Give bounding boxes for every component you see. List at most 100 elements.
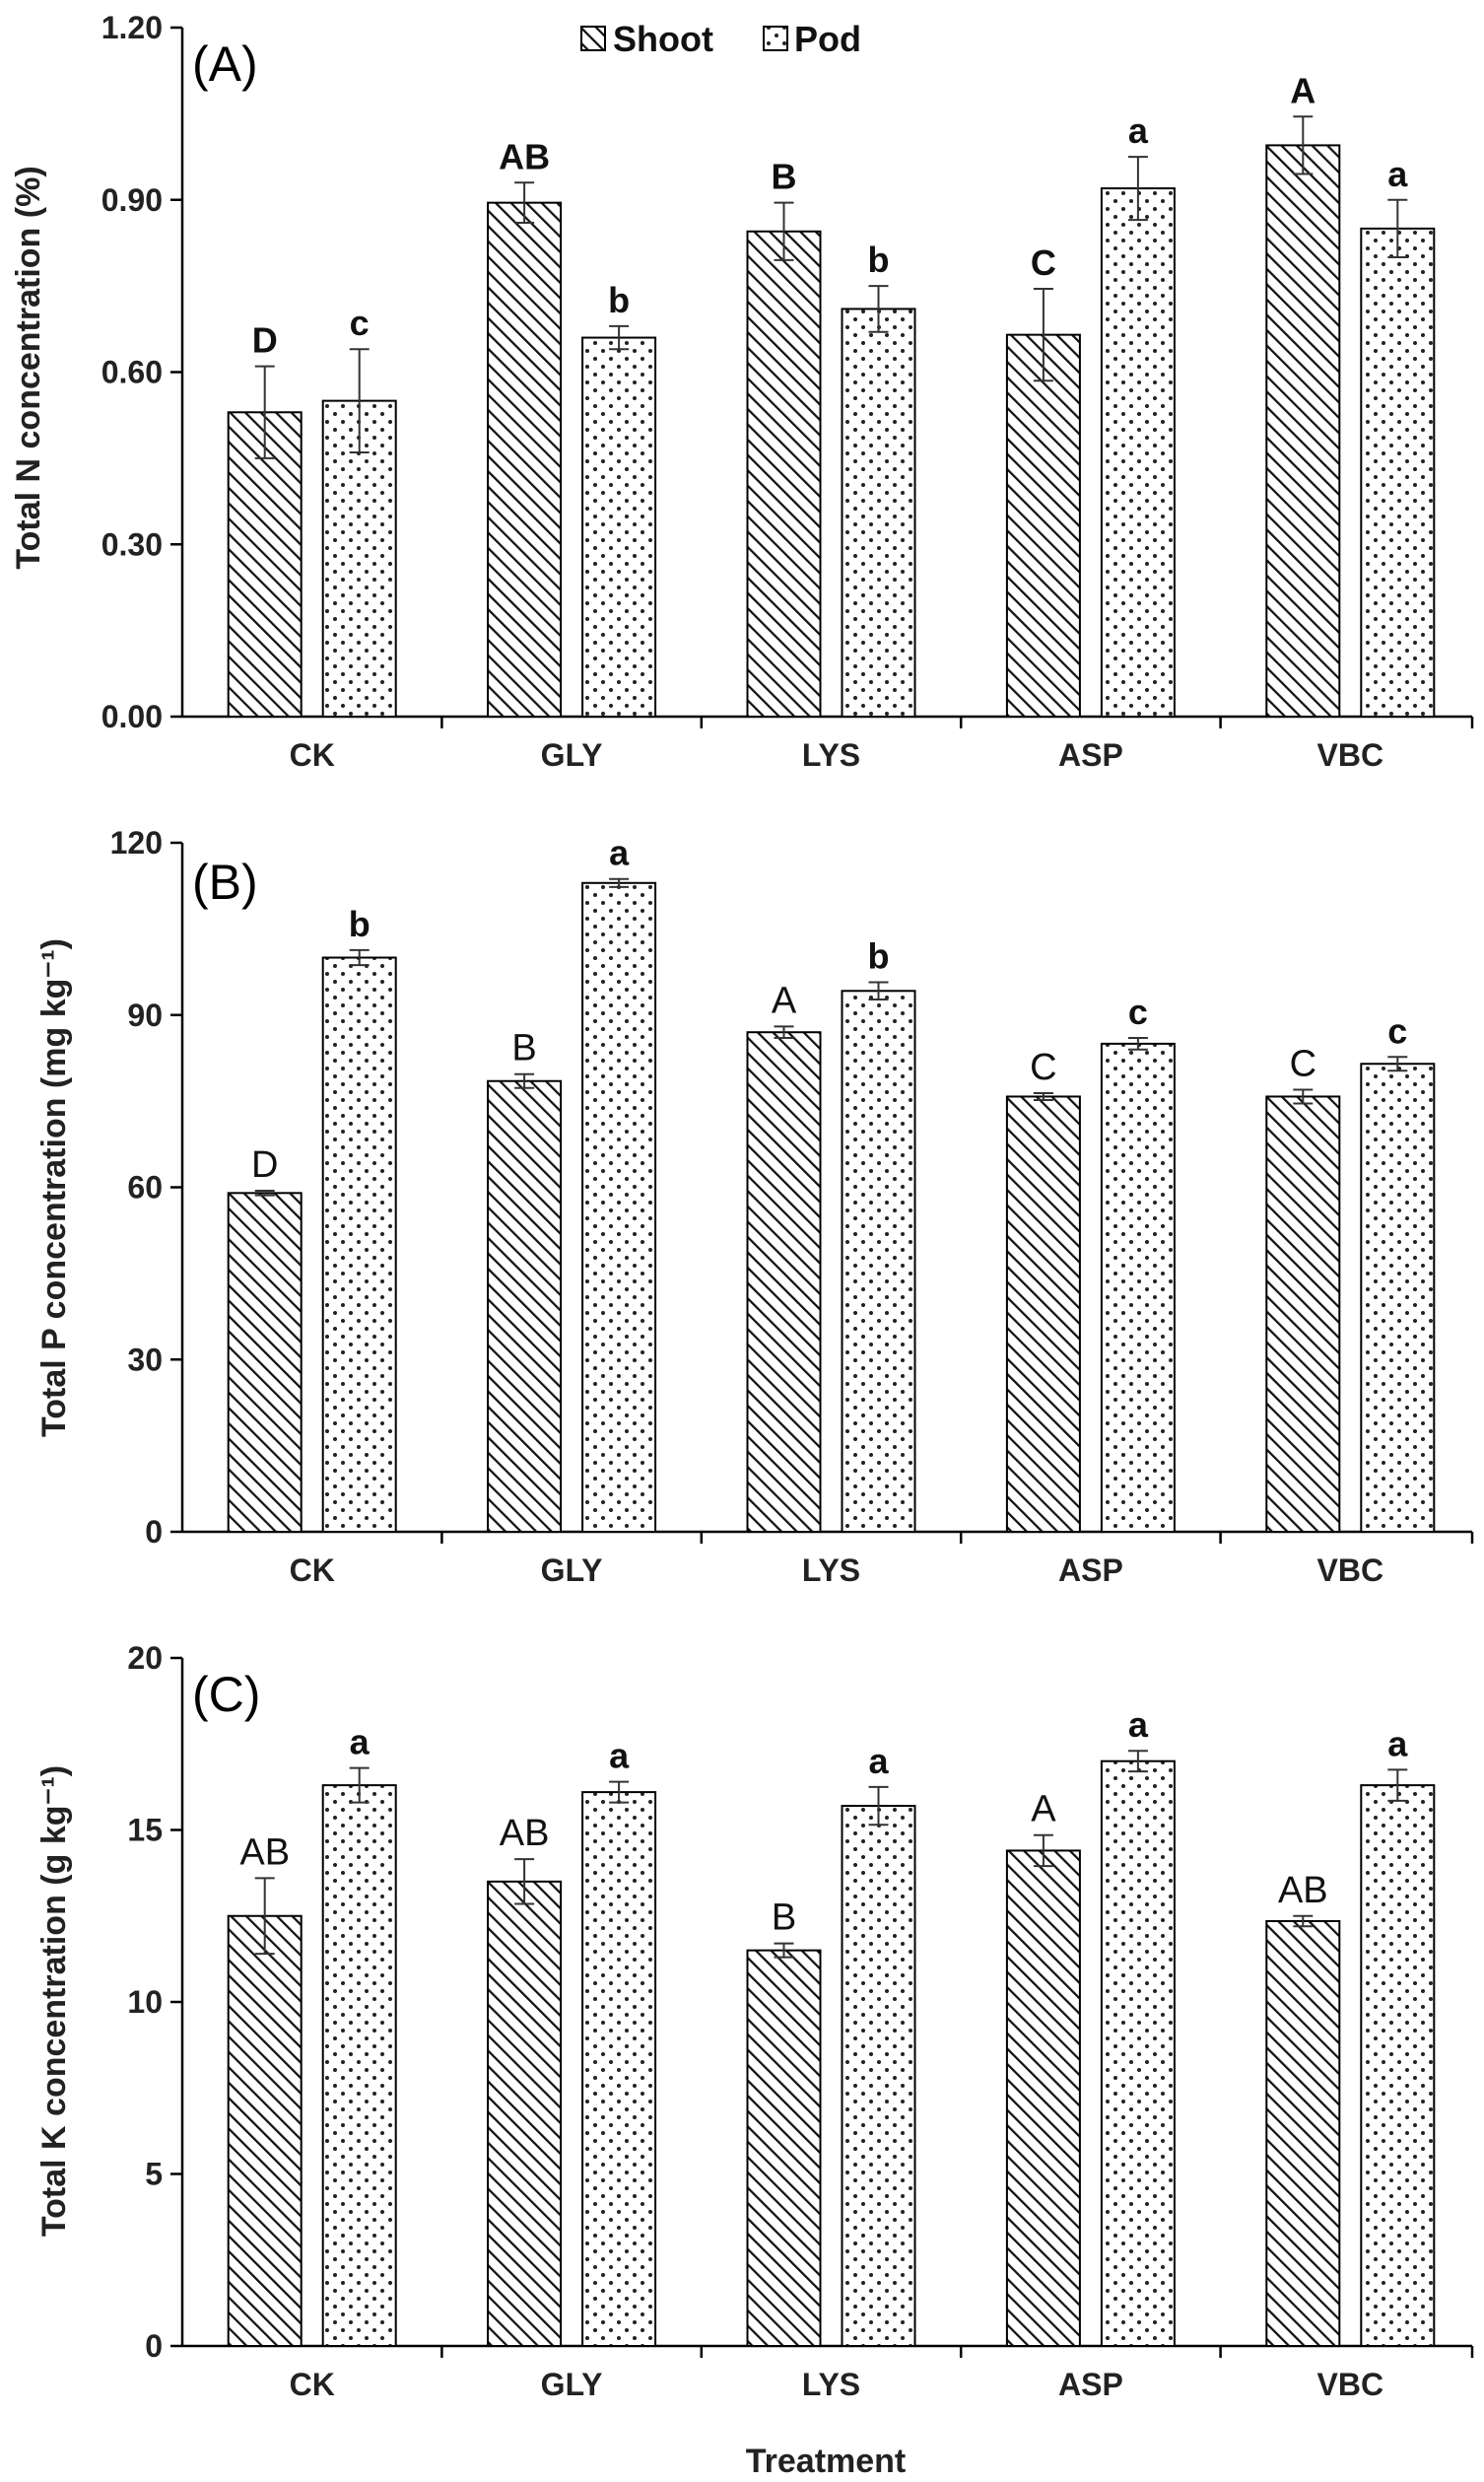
significance-letter: AB	[239, 1831, 290, 1873]
x-tick-label: CK	[290, 737, 335, 773]
error-bar	[1387, 1056, 1408, 1072]
significance-letter: C	[1031, 242, 1056, 283]
x-tick-label: LYS	[802, 2367, 860, 2402]
error-bar	[1293, 1914, 1314, 1928]
x-tick-label: VBC	[1317, 1552, 1384, 1588]
error-bar	[609, 1780, 630, 1804]
significance-letter: a	[1128, 110, 1149, 151]
significance-letter: C	[1030, 1047, 1056, 1088]
bar-shoot	[487, 1079, 563, 1534]
significance-letter: B	[511, 1028, 536, 1069]
error-bar	[1387, 1768, 1408, 1802]
x-tick-label: ASP	[1058, 1552, 1123, 1588]
significance-letter: a	[350, 1722, 371, 1762]
significance-letter: a	[1128, 1704, 1149, 1745]
error-bar	[1033, 1833, 1053, 1868]
significance-letter: A	[772, 980, 797, 1021]
error-bar	[774, 1942, 794, 1959]
y-tick-label: 0.00	[101, 699, 163, 734]
bar-shoot	[1005, 1095, 1081, 1533]
bar-pod	[1100, 187, 1176, 719]
significance-letter: C	[1290, 1043, 1316, 1084]
error-bar	[1293, 1088, 1314, 1105]
error-bar	[1127, 1750, 1148, 1773]
panel-b-plot: 0 30 60 90 120 CK GLY LYS ASP VBC D B A C Cb a b c c	[110, 825, 1474, 1588]
panel-c-plot: 0 5 10 15 20 CK GLY LYS ASP VBC AB AB B A AB a a a a a	[127, 1640, 1474, 2402]
significance-letter: A	[1290, 70, 1315, 110]
x-tick-label: GLY	[541, 737, 603, 773]
bar-shoot	[1005, 333, 1081, 718]
bar-pod	[581, 881, 657, 1533]
error-bar	[609, 324, 630, 351]
significance-letter: B	[772, 157, 797, 197]
bar-shoot	[746, 1949, 822, 2348]
error-bar	[1033, 1091, 1053, 1101]
x-tick-label: CK	[290, 1552, 335, 1588]
panel-a-plot: 0.00 0.30 0.60 0.90 1.20 CK GLY LYS ASP VBC D AB B C A…	[101, 10, 1474, 773]
y-tick-label: 0.30	[101, 526, 163, 562]
significance-letter: b	[608, 280, 630, 320]
bar-shoot	[1265, 1919, 1341, 2347]
significance-letter: AB	[1278, 1870, 1328, 1911]
error-bar	[349, 348, 370, 454]
y-tick-label: 0	[145, 1514, 163, 1550]
error-bar	[868, 285, 889, 333]
significance-letter: b	[868, 240, 890, 280]
significance-letter: b	[349, 904, 371, 944]
x-tick-label: GLY	[541, 1552, 603, 1588]
error-bar	[774, 1025, 794, 1040]
bar-shoot	[1265, 144, 1341, 719]
error-bar	[1127, 156, 1148, 222]
error-bar	[254, 365, 275, 459]
bar-pod	[841, 990, 916, 1533]
significance-letter: AB	[499, 136, 550, 176]
bar-pod	[321, 956, 397, 1533]
bar-shoot	[746, 1031, 822, 1533]
panel-c-label: (C)	[192, 1667, 260, 1722]
legend-label-pod: Pod	[794, 19, 861, 59]
x-tick-label: ASP	[1058, 737, 1123, 773]
bar-shoot	[227, 1192, 303, 1533]
bar-pod	[1360, 1063, 1436, 1533]
bar-shoot	[1265, 1095, 1341, 1533]
significance-letter: B	[772, 1897, 796, 1939]
error-bar	[1387, 198, 1408, 258]
y-tick-label: 90	[127, 998, 163, 1033]
bar-shoot	[746, 230, 822, 718]
error-bar	[774, 201, 794, 261]
bar-shoot	[487, 201, 563, 719]
legend-label-shoot: Shoot	[613, 19, 713, 59]
x-tick-label: ASP	[1058, 2367, 1123, 2402]
x-tick-label: VBC	[1317, 737, 1384, 773]
panel-b-ylabel: Total P concentration (mg kg⁻¹)	[35, 938, 73, 1437]
error-bar	[254, 1189, 275, 1197]
y-tick-label: 0.60	[101, 355, 163, 390]
x-axis-title: Treatment	[746, 2443, 907, 2480]
bar-pod	[581, 1791, 657, 2347]
error-bar	[1293, 115, 1314, 175]
legend-swatch-pod	[763, 26, 788, 51]
bar-shoot	[1005, 1849, 1081, 2347]
bar-shoot	[487, 1880, 563, 2347]
y-tick-label: 30	[127, 1342, 163, 1377]
significance-letter: b	[868, 936, 890, 977]
significance-letter: a	[609, 1736, 630, 1776]
panel-b-label: (B)	[192, 855, 258, 910]
error-bar	[868, 981, 889, 1001]
panel-a-ylabel: Total N concentration (%)	[10, 166, 47, 569]
error-bar	[1127, 1037, 1148, 1051]
panel-b: 0 30 60 90 120 CK GLY LYS ASP VBC D B A C Cb a b c c (B) T…	[35, 825, 1474, 1588]
bar-pod	[1100, 1042, 1176, 1533]
significance-letter: c	[1387, 1010, 1407, 1051]
bar-pod	[841, 1805, 916, 2347]
bar-shoot	[227, 1914, 303, 2347]
error-bar	[514, 181, 535, 225]
panel-a: 0.00 0.30 0.60 0.90 1.20 CK GLY LYS ASP VBC D AB B C A…	[10, 10, 1474, 773]
x-tick-label: VBC	[1317, 2367, 1384, 2402]
bar-pod	[321, 1784, 397, 2347]
legend-swatch-shoot	[580, 26, 606, 51]
significance-letter: AB	[500, 1813, 550, 1854]
significance-letter: a	[609, 833, 630, 873]
